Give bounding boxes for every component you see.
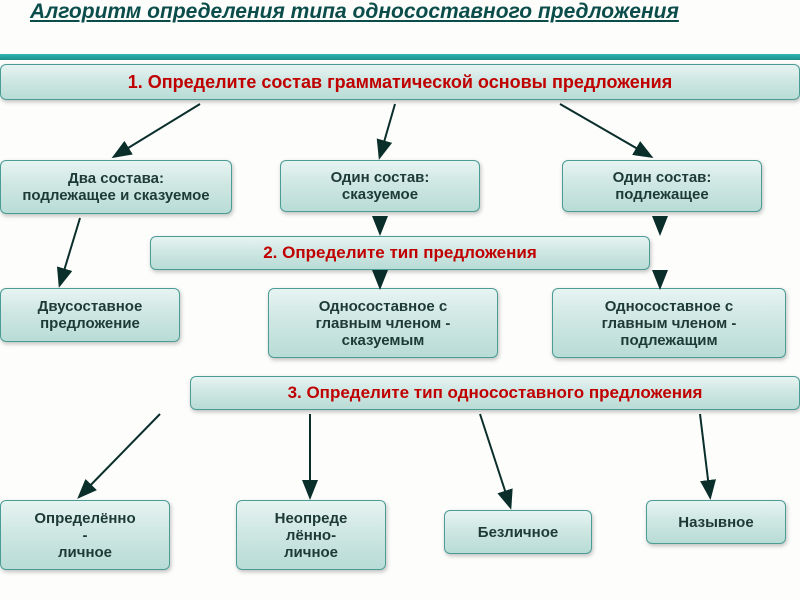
node-one-part-subject: Односоставное сглавным членом -подлежащи…: [552, 288, 786, 358]
node-impersonal: Безличное: [444, 510, 592, 554]
node-one-part-predicate: Односоставное сглавным членом -сказуемым: [268, 288, 498, 358]
node-two-members: Два состава:подлежащее и сказуемое: [0, 160, 232, 214]
diagram-title: Алгоритм определения типа односоставного…: [30, 0, 770, 24]
node-indefinite-personal: Неопределённо-личное: [236, 500, 386, 570]
node-two-part-sentence: Двусоставноепредложение: [0, 288, 180, 342]
node-one-subject: Один состав:подлежащее: [562, 160, 762, 212]
step1-box: 1. Определите состав грамматической осно…: [0, 64, 800, 100]
step2-box: 2. Определите тип предложения: [150, 236, 650, 270]
node-one-predicate: Один состав:сказуемое: [280, 160, 480, 212]
node-nominal: Назывное: [646, 500, 786, 544]
node-definite-personal: Определённо-личное: [0, 500, 170, 570]
step3-box: 3. Определите тип односоставного предлож…: [190, 376, 800, 410]
diagram-canvas: Алгоритм определения типа односоставного…: [0, 0, 800, 600]
top-stripe: [0, 54, 800, 60]
